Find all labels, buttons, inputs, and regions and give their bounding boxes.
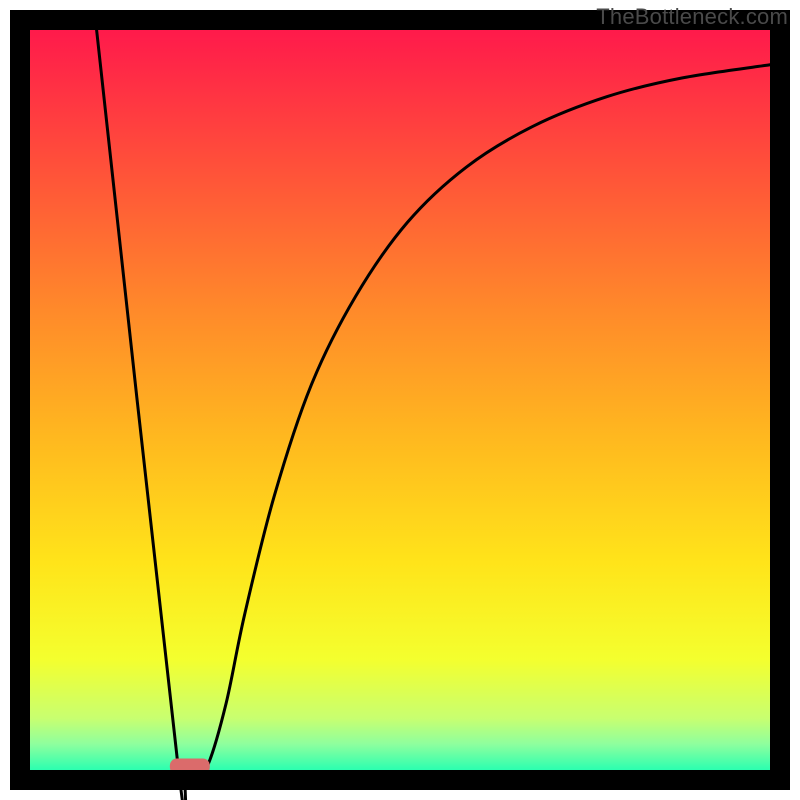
bottleneck-chart	[0, 0, 800, 800]
gradient-background	[30, 30, 770, 770]
watermark-text: TheBottleneck.com	[596, 4, 788, 30]
chart-container: TheBottleneck.com	[0, 0, 800, 800]
